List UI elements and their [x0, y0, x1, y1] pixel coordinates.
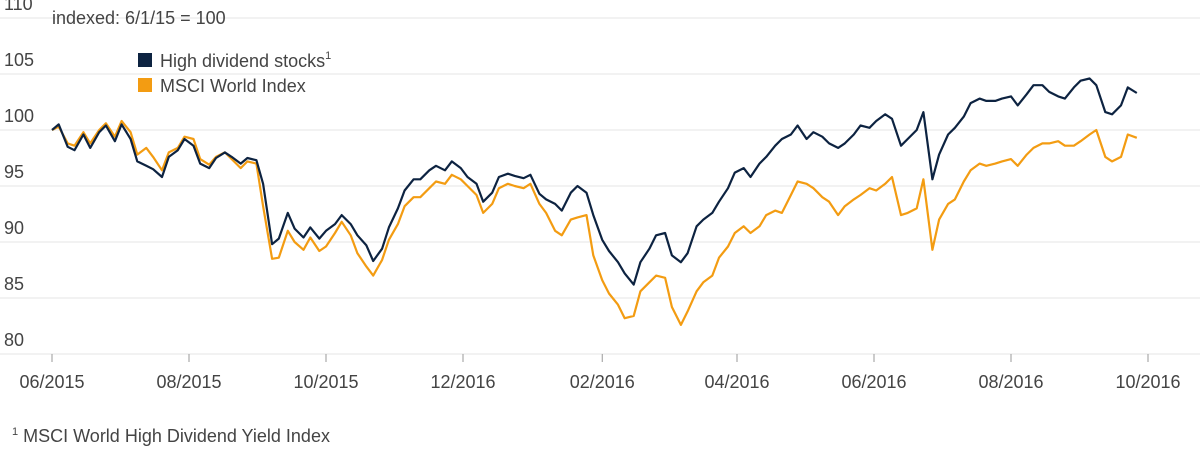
legend: High dividend stocks1 MSCI World Index: [138, 50, 331, 96]
x-tick-label-2: 10/2015: [293, 372, 358, 392]
x-tick-label-7: 08/2016: [978, 372, 1043, 392]
axis-note: indexed: 6/1/15 = 100: [52, 8, 226, 28]
series-lines: [51, 77, 1138, 326]
legend-swatch-msci-world: [138, 78, 152, 92]
x-tick-label-4: 02/2016: [570, 372, 635, 392]
legend-label-msci-world: MSCI World Index: [160, 76, 306, 96]
x-tick-label-8: 10/2016: [1115, 372, 1180, 392]
legend-swatch-high-dividend: [138, 53, 152, 67]
x-tick-label-0: 06/2015: [19, 372, 84, 392]
footnote-mark: 1: [12, 426, 19, 438]
footnote: 1 MSCI World High Dividend Yield Index: [12, 426, 330, 447]
y-tick-label-85: 85: [4, 274, 24, 294]
series-line-high-dividend: [51, 77, 1138, 286]
y-tick-label-80: 80: [4, 330, 24, 350]
footnote-text: MSCI World High Dividend Yield Index: [23, 426, 330, 446]
x-tick-label-1: 08/2015: [156, 372, 221, 392]
y-tick-label-110: 110: [4, 0, 33, 14]
x-tick-label-5: 04/2016: [704, 372, 769, 392]
y-tick-label-95: 95: [4, 162, 24, 182]
x-tick-label-3: 12/2016: [430, 372, 495, 392]
x-tick-label-6: 06/2016: [841, 372, 906, 392]
series-line-msci-world: [51, 119, 1138, 326]
x-axis-ticks: 06/2015 08/2015 10/2015 12/2016 02/2016 04/20…: [19, 354, 1181, 392]
legend-label-high-dividend: High dividend stocks1: [160, 50, 331, 71]
y-axis-ticks: 80 85 90 95 100 105 110: [4, 0, 34, 350]
y-tick-label-100: 100: [4, 106, 34, 126]
y-tick-label-90: 90: [4, 218, 24, 238]
y-tick-label-105: 105: [4, 50, 34, 70]
grid-lines: [0, 17, 1200, 355]
